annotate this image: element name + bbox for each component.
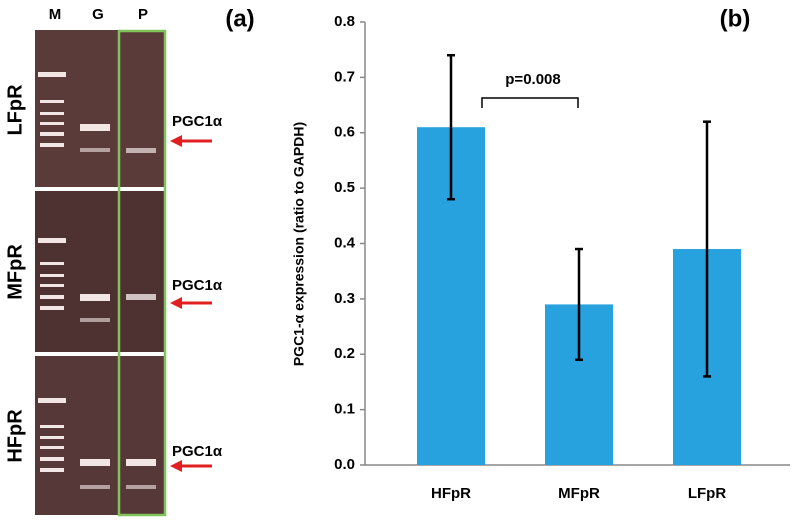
band-label: PGC1α — [172, 113, 223, 130]
y-tick-label: 0.6 — [334, 124, 355, 141]
highlight-box — [117, 29, 167, 517]
y-tick-label: 0.5 — [334, 179, 355, 196]
arrows — [170, 135, 212, 472]
y-tick-label: 0.4 — [334, 234, 356, 251]
row-label: MFpR — [4, 244, 26, 300]
band-label: PGC1α — [172, 443, 223, 460]
lane-label: P — [138, 6, 148, 23]
y-tick-label: 0.2 — [334, 345, 355, 362]
lane-label: G — [92, 6, 104, 23]
error-bar — [703, 120, 711, 378]
y-tick-label: 0.0 — [334, 456, 355, 473]
panel-label: (a) — [225, 5, 254, 32]
x-tick-label: HFpR — [431, 485, 471, 502]
y-tick-label: 0.7 — [334, 68, 355, 85]
row-label: HFpR — [4, 409, 26, 463]
gel-image — [35, 29, 167, 517]
band-label: PGC1α — [172, 277, 223, 294]
significance-bracket — [481, 97, 579, 108]
row-label: LFpR — [4, 84, 26, 136]
error-bar — [575, 247, 583, 362]
panel-label: (b) — [720, 5, 751, 32]
x-tick-label: MFpR — [558, 485, 600, 502]
y-axis-title: PGC1-α expression (ratio to GAPDH) — [291, 122, 307, 366]
x-tick-label: LFpR — [688, 485, 726, 502]
y-tick-label: 0.8 — [334, 13, 355, 30]
gel-row — [35, 356, 165, 515]
gel-row — [35, 191, 165, 352]
error-bar — [447, 53, 455, 201]
annotation: p=0.008 — [505, 71, 560, 88]
y-tick-label: 0.1 — [334, 401, 355, 418]
y-tick-label: 0.3 — [334, 290, 355, 307]
ladder — [38, 72, 66, 472]
gel-row — [35, 30, 165, 187]
lane-label: M — [49, 6, 62, 23]
